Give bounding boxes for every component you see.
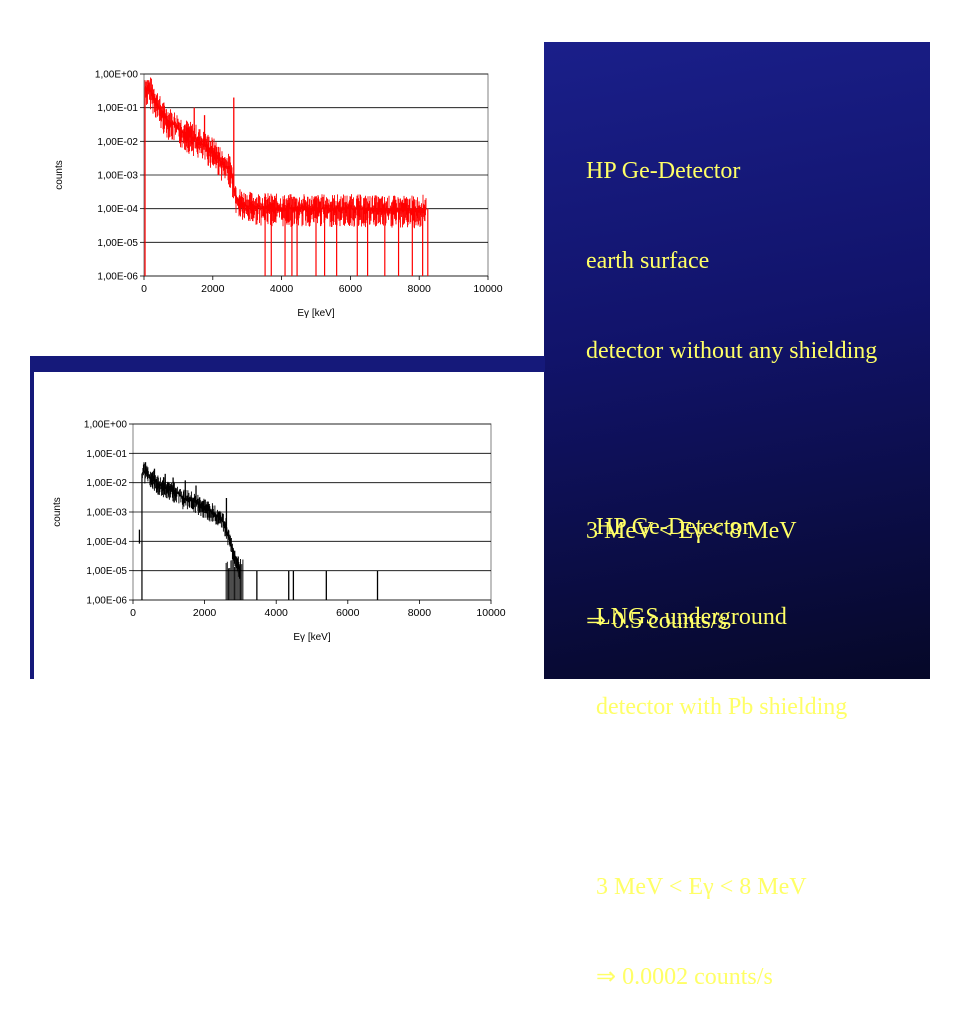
y-tick-label: 1,00E-06: [97, 272, 138, 283]
info-panel: [544, 42, 930, 679]
chart-1-group: 1,00E-06 1,00E-05 1,00E-04 1,00E-03 1,00E-02…: [52, 420, 506, 644]
x-tick-label: 4000: [265, 607, 289, 619]
bottom-line: 3 MeV < Eγ < 8 MeV: [596, 874, 807, 900]
y-tick-label: 1,00E-05: [86, 566, 127, 577]
y-tick-label: 1,00E-03: [97, 171, 138, 182]
bottom-line: detector with Pb shielding: [596, 694, 848, 720]
x-tick-label: 10000: [473, 283, 502, 295]
bottom-description: HP Ge-Detector LNGS underground detector…: [596, 452, 847, 1022]
x-axis-label: Eγ [keV]: [293, 632, 330, 643]
floor-series: [225, 557, 244, 600]
y-tick-label: 1,00E-02: [86, 478, 127, 489]
x-tick-label: 8000: [408, 607, 432, 619]
bottom-line: LNGS underground: [596, 604, 787, 630]
y-tick-label: 1,00E-02: [97, 137, 138, 148]
x-tick-label: 0: [141, 283, 147, 295]
x-tick-label: 6000: [336, 607, 360, 619]
y-tick-label: 1,00E-05: [97, 238, 138, 249]
x-tick-label: 6000: [339, 283, 363, 295]
x-tick-label: 8000: [408, 283, 432, 295]
spectrum-trend: [141, 470, 241, 571]
y-tick-label: 1,00E+00: [84, 420, 128, 431]
top-line: ⇒ 0.5 counts/s: [586, 608, 727, 634]
x-tick-label: 10000: [476, 607, 505, 619]
y-tick-label: 1,00E-04: [86, 537, 127, 548]
x-tick-label: 2000: [201, 283, 225, 295]
bottom-line: [596, 782, 847, 812]
spectrum-chart-surface: 1,00E-06 1,00E-05 1,00E-04 1,00E-03 1,00E-02…: [54, 70, 503, 320]
y-tick-label: 1,00E-04: [97, 204, 138, 215]
x-tick-label: 0: [130, 607, 136, 619]
series-group: [144, 77, 429, 276]
top-line: 3 MeV < Eγ < 8 MeV: [586, 518, 797, 544]
spectrum-chart-underground: 1,00E-06 1,00E-05 1,00E-04 1,00E-03 1,00E-02…: [52, 420, 506, 644]
y-tick-label: 1,00E-06: [86, 596, 127, 607]
y-axis-label: counts: [52, 497, 63, 526]
x-tick-label: 2000: [193, 607, 217, 619]
top-line: detector without any shielding: [586, 338, 878, 364]
y-tick-label: 1,00E-03: [86, 508, 127, 519]
bottom-line: ⇒ 0.0002 counts/s: [596, 964, 773, 990]
divider-bar: [30, 356, 545, 372]
y-tick-label: 1,00E-01: [97, 103, 138, 114]
bottom-line: HP Ge-Detector: [596, 514, 751, 540]
y-axis-label: counts: [54, 160, 65, 189]
spectrum-trend: [144, 86, 427, 211]
y-tick-label: 1,00E+00: [95, 70, 139, 81]
top-description: HP Ge-Detector earth surface detector wi…: [586, 96, 877, 666]
x-tick-label: 4000: [270, 283, 294, 295]
x-axis-label: Eγ [keV]: [297, 308, 334, 319]
top-line: HP Ge-Detector: [586, 158, 741, 184]
series-group: [138, 462, 379, 600]
y-tick-label: 1,00E-01: [86, 449, 127, 460]
top-line: earth surface: [586, 248, 710, 274]
divider-bar-left: [30, 356, 34, 679]
